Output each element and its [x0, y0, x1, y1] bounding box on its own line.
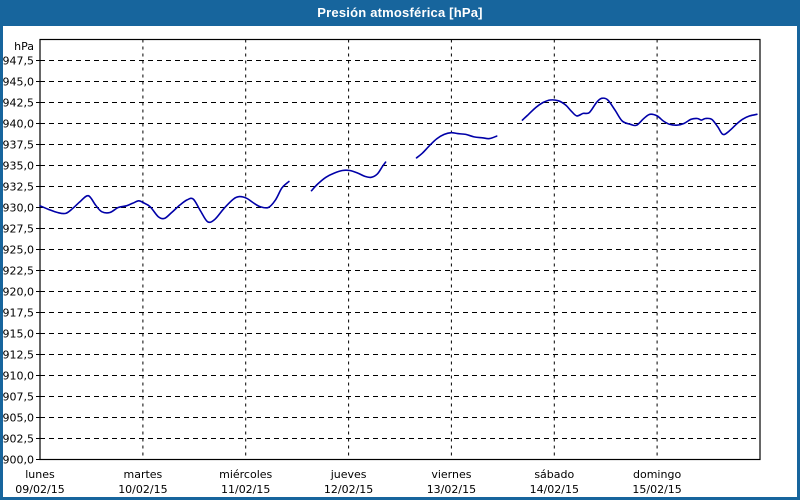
y-tick-label: 940,0	[3, 118, 34, 131]
pressure-series-segment	[310, 161, 387, 192]
y-tick-label: 932,5	[3, 181, 34, 194]
y-tick-label: 905,0	[3, 412, 34, 425]
y-tick-label: 942,5	[3, 97, 34, 110]
x-day-label: lunes	[25, 468, 55, 481]
y-tick-label: 920,0	[3, 286, 34, 299]
y-tick-label: 915,0	[3, 328, 34, 341]
y-tick-label: 917,5	[3, 307, 34, 320]
x-date-label: 15/02/15	[632, 483, 681, 496]
x-day-label: martes	[124, 468, 163, 481]
y-tick-label: 902,5	[3, 433, 34, 446]
pressure-line-chart: 900,0 902,5 905,0 907,5 910,0 912,5 915,0 917,5…	[3, 38, 761, 496]
x-date-label: 10/02/15	[118, 483, 167, 496]
x-date-label: 12/02/15	[324, 483, 373, 496]
y-tick-label: 947,5	[3, 55, 34, 68]
x-date-label: 09/02/15	[15, 483, 64, 496]
x-day-label: viernes	[431, 468, 471, 481]
chart-area: 900,0 902,5 905,0 907,5 910,0 912,5 915,0 917,5…	[3, 26, 797, 497]
pressure-series-segment	[415, 131, 498, 159]
plot-border	[39, 38, 761, 461]
y-tick-label: 945,0	[3, 76, 34, 89]
window-title: Presión atmosférica [hPa]	[317, 5, 483, 20]
y-tick-label: 922,5	[3, 265, 34, 278]
y-tick-label: 912,5	[3, 349, 34, 362]
y-tick-label: 930,0	[3, 202, 34, 215]
y-tick-label: 925,0	[3, 244, 34, 257]
y-tick-label: 927,5	[3, 223, 34, 236]
x-day-label: miércoles	[219, 468, 272, 481]
x-date-label: 13/02/15	[427, 483, 476, 496]
y-tick-label: 937,5	[3, 139, 34, 152]
x-day-label: jueves	[330, 468, 367, 481]
x-date-label: 11/02/15	[221, 483, 270, 496]
x-day-label: domingo	[633, 468, 681, 481]
y-tick-label: 900,0	[3, 454, 34, 467]
y-tick-label: 910,0	[3, 370, 34, 383]
pressure-series-segment	[521, 97, 758, 136]
y-tick-label: 935,0	[3, 160, 34, 173]
y-tick-label: 907,5	[3, 391, 34, 404]
y-axis-unit-label: hPa	[14, 40, 34, 53]
x-date-label: 14/02/15	[530, 483, 579, 496]
x-day-label: sábado	[534, 468, 574, 481]
window-titlebar: Presión atmosférica [hPa]	[0, 0, 800, 26]
pressure-series-segment	[39, 180, 290, 224]
